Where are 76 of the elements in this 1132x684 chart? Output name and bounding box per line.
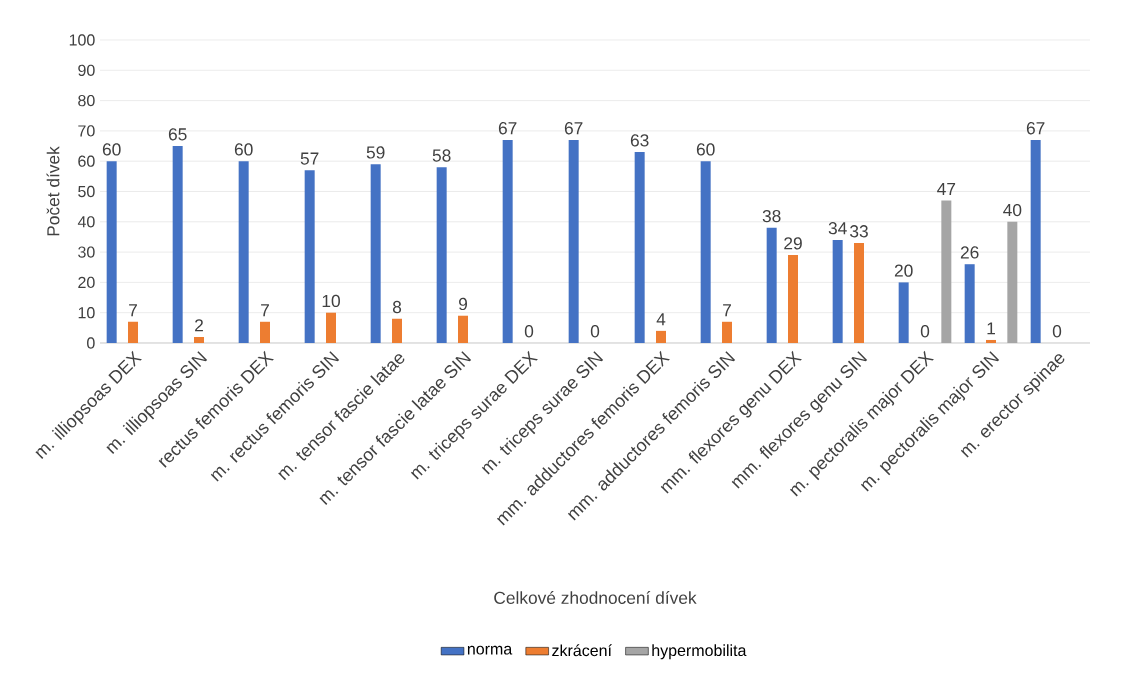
bar [106, 161, 117, 343]
bar [986, 339, 996, 343]
data-label: 40 [1003, 203, 1022, 217]
bar [700, 161, 711, 343]
data-label: 60 [234, 143, 253, 156]
bar [832, 239, 843, 343]
data-label: 8 [392, 300, 402, 314]
data-label: 9 [459, 297, 468, 311]
bar [788, 255, 798, 343]
data-label: 7 [261, 304, 269, 317]
bar [854, 243, 864, 343]
y-tick-label: 30 [78, 246, 95, 258]
y-tick-label: 10 [78, 307, 95, 319]
data-label: 1 [987, 322, 995, 335]
bar [260, 321, 271, 343]
legend-label: hypermobilita [652, 644, 747, 660]
bar [1030, 139, 1041, 343]
data-label: 65 [168, 128, 187, 141]
bar [326, 312, 337, 343]
bar [722, 321, 732, 343]
bar [964, 264, 975, 343]
data-label: 63 [630, 134, 649, 147]
bar [941, 200, 952, 343]
bar [436, 167, 447, 343]
data-label: 67 [564, 122, 583, 135]
bar [568, 139, 579, 343]
bar [238, 161, 249, 343]
data-label: 0 [524, 325, 534, 338]
data-label: 7 [723, 304, 731, 317]
data-label: 33 [850, 225, 868, 238]
bar [656, 330, 667, 343]
y-tick-label: 90 [78, 64, 95, 76]
bar [458, 315, 468, 343]
bar [502, 139, 513, 343]
y-tick-label: 0 [87, 337, 95, 349]
y-tick-label: 100 [69, 34, 95, 46]
y-tick-label: 70 [78, 125, 95, 137]
data-label: 67 [1026, 122, 1045, 135]
y-tick-label: 80 [78, 94, 95, 107]
data-label: 0 [590, 325, 600, 338]
legend-label: norma [467, 645, 513, 655]
y-tick-label: 40 [77, 216, 95, 228]
data-label: 67 [498, 122, 517, 135]
data-label: 26 [960, 246, 979, 259]
data-label: 0 [920, 325, 930, 338]
bar [304, 170, 315, 343]
bar [898, 282, 909, 343]
data-label: 29 [784, 237, 802, 250]
y-axis-title: Počet dívek [46, 146, 60, 236]
bar [392, 318, 402, 343]
x-axis-title: Celkové zhodnocení dívek [494, 591, 697, 604]
legend-label: zkrácení [552, 644, 612, 657]
bar [128, 321, 139, 343]
data-label: 4 [656, 313, 666, 326]
y-tick-label: 20 [78, 276, 95, 289]
data-label: 60 [696, 143, 715, 156]
data-label: 59 [366, 146, 385, 159]
bar [194, 336, 205, 343]
data-label: 60 [102, 143, 121, 156]
data-label: 7 [129, 304, 137, 317]
data-label: 38 [762, 209, 781, 223]
data-label: 0 [1052, 325, 1062, 338]
data-label: 2 [195, 319, 203, 332]
bar [766, 227, 777, 343]
bar [1007, 221, 1018, 343]
data-label: 57 [300, 152, 319, 165]
data-label: 34 [828, 222, 847, 235]
bar [370, 164, 381, 343]
data-label: 10 [322, 294, 340, 308]
y-tick-label: 60 [78, 155, 95, 167]
y-tick-label: 50 [78, 185, 95, 198]
data-label: 47 [937, 183, 956, 195]
data-label: 58 [432, 149, 451, 162]
data-label: 20 [894, 264, 913, 277]
bar [172, 146, 183, 343]
bar [634, 152, 645, 343]
